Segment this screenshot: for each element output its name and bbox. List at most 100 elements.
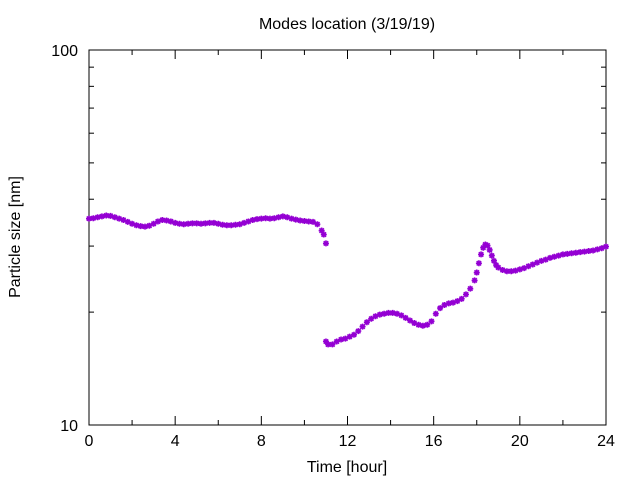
data-point bbox=[359, 323, 366, 330]
data-point bbox=[499, 267, 506, 274]
data-point bbox=[154, 218, 161, 225]
data-point bbox=[198, 220, 205, 227]
data-point bbox=[473, 269, 480, 276]
data-point bbox=[297, 217, 304, 224]
data-point bbox=[495, 264, 502, 271]
data-point bbox=[441, 301, 448, 308]
data-point bbox=[98, 213, 105, 220]
data-point bbox=[445, 300, 452, 307]
data-point bbox=[458, 295, 465, 302]
data-point bbox=[577, 249, 584, 256]
data-point bbox=[305, 218, 312, 225]
data-point bbox=[432, 310, 439, 317]
data-point bbox=[94, 214, 101, 221]
data-point bbox=[314, 221, 321, 228]
data-point bbox=[428, 318, 435, 325]
data-point bbox=[120, 217, 127, 224]
data-point bbox=[454, 298, 461, 305]
chart-title: Modes location (3/19/19) bbox=[259, 16, 435, 33]
x-tick-label: 4 bbox=[171, 433, 180, 450]
data-point bbox=[462, 291, 469, 298]
data-point bbox=[318, 227, 325, 234]
data-point bbox=[159, 217, 166, 224]
data-point bbox=[185, 220, 192, 227]
y-tick-label: 10 bbox=[60, 418, 78, 435]
data-point bbox=[555, 252, 562, 259]
x-tick-label: 24 bbox=[597, 433, 615, 450]
data-point bbox=[142, 223, 149, 230]
data-point bbox=[488, 252, 495, 259]
data-point bbox=[228, 222, 235, 229]
data-point bbox=[338, 336, 345, 343]
data-point bbox=[284, 214, 291, 221]
data-point bbox=[534, 259, 541, 266]
data-point bbox=[385, 309, 392, 316]
data-point bbox=[320, 231, 327, 238]
data-point bbox=[475, 260, 482, 267]
data-point bbox=[111, 214, 118, 221]
data-point bbox=[275, 214, 282, 221]
data-point bbox=[381, 310, 388, 317]
data-point bbox=[146, 222, 153, 229]
data-point bbox=[355, 328, 362, 335]
data-point bbox=[480, 244, 487, 251]
data-point bbox=[107, 212, 114, 219]
data-point bbox=[288, 215, 295, 222]
plot-frame bbox=[88, 49, 607, 426]
data-point bbox=[467, 285, 474, 292]
data-point bbox=[346, 333, 353, 340]
data-point bbox=[508, 268, 515, 275]
data-point bbox=[590, 247, 597, 254]
data-point bbox=[342, 335, 349, 342]
data-point bbox=[193, 220, 200, 227]
data-point bbox=[538, 257, 545, 264]
data-point bbox=[215, 220, 222, 227]
x-axis: 0 4 8 12 16 20 24 bbox=[85, 50, 615, 450]
data-point bbox=[129, 220, 136, 227]
data-point bbox=[394, 310, 401, 317]
data-point bbox=[521, 265, 528, 272]
data-point bbox=[167, 218, 174, 225]
data-point bbox=[585, 248, 592, 255]
data-point bbox=[245, 218, 252, 225]
data-point bbox=[424, 321, 431, 328]
data-point bbox=[180, 221, 187, 228]
data-point bbox=[419, 322, 426, 329]
data-point bbox=[402, 314, 409, 321]
data-point bbox=[271, 215, 278, 222]
data-point bbox=[471, 277, 478, 284]
data-point bbox=[564, 250, 571, 257]
data-point bbox=[503, 268, 510, 275]
data-point bbox=[202, 220, 209, 227]
data-point bbox=[551, 253, 558, 260]
data-point bbox=[103, 212, 110, 219]
data-point bbox=[372, 313, 379, 320]
data-point bbox=[90, 215, 97, 222]
data-point bbox=[598, 245, 605, 252]
y-axis-label: Particle size [nm] bbox=[7, 176, 24, 298]
data-point bbox=[210, 219, 217, 226]
data-point bbox=[546, 254, 553, 261]
data-point bbox=[322, 240, 329, 247]
data-point bbox=[163, 217, 170, 224]
data-point bbox=[232, 221, 239, 228]
data-point bbox=[568, 250, 575, 257]
data-point bbox=[516, 266, 523, 273]
data-point bbox=[363, 319, 370, 326]
data-point bbox=[223, 222, 230, 229]
data-point bbox=[376, 311, 383, 318]
data-point bbox=[486, 246, 493, 253]
data-point bbox=[512, 267, 519, 274]
data-point bbox=[241, 219, 248, 226]
data-point bbox=[137, 223, 144, 230]
data-point bbox=[572, 249, 579, 256]
data-point bbox=[490, 257, 497, 264]
data-point bbox=[172, 219, 179, 226]
data-point bbox=[236, 221, 243, 228]
data-point bbox=[206, 219, 213, 226]
x-tick-label: 20 bbox=[511, 433, 529, 450]
data-point bbox=[329, 341, 336, 348]
data-point bbox=[325, 341, 332, 348]
x-tick-label: 0 bbox=[85, 433, 94, 450]
